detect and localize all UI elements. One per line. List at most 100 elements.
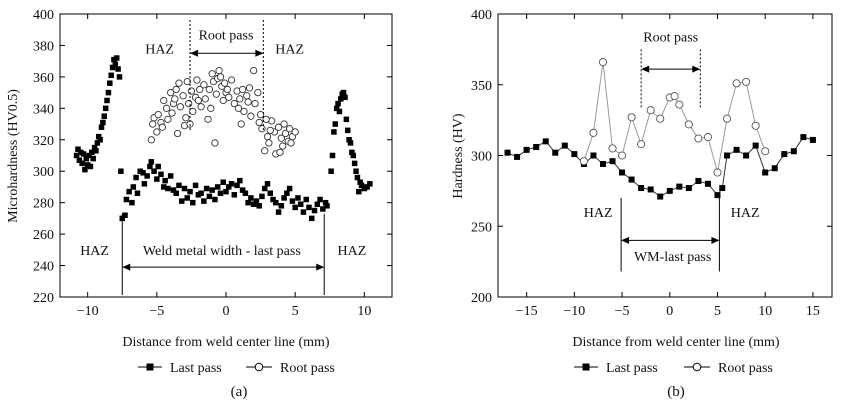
- point-last-pass: [267, 190, 274, 196]
- point-root-pass: [670, 92, 679, 101]
- point-last-pass: [97, 137, 103, 143]
- point-root-pass: [274, 123, 283, 131]
- point-last-pass: [113, 55, 120, 61]
- annotation-bg: [631, 246, 715, 264]
- legend-b-last-pass-marker: [582, 363, 590, 371]
- point-root-pass: [646, 106, 655, 115]
- point-root-pass: [281, 129, 290, 138]
- x-tick-label: 0: [666, 304, 673, 319]
- x-tick-label: 10: [357, 304, 371, 319]
- panel-a-x-axis-title: Distance from weld center line (mm): [122, 335, 330, 350]
- point-last-pass: [292, 204, 298, 211]
- point-last-pass: [328, 168, 334, 174]
- point-last-pass: [248, 195, 254, 201]
- point-root-pass: [751, 121, 760, 130]
- point-last-pass: [201, 198, 207, 204]
- point-last-pass: [102, 105, 109, 112]
- point-root-pass: [266, 126, 274, 134]
- point-last-pass: [704, 180, 711, 187]
- point-root-pass: [154, 110, 162, 119]
- point-last-pass: [195, 192, 202, 198]
- point-root-pass: [713, 168, 722, 177]
- point-root-pass: [171, 95, 179, 103]
- point-last-pass: [129, 199, 135, 206]
- point-last-pass: [264, 181, 271, 187]
- point-last-pass: [300, 209, 307, 215]
- point-last-pass: [137, 168, 143, 174]
- point-last-pass: [309, 215, 315, 222]
- point-last-pass: [93, 148, 99, 154]
- point-root-pass: [220, 79, 229, 87]
- point-last-pass: [342, 94, 348, 101]
- point-last-pass: [94, 140, 101, 146]
- point-last-pass: [357, 179, 363, 185]
- point-last-pass: [278, 203, 285, 209]
- point-last-pass: [762, 169, 769, 176]
- point-root-pass: [227, 76, 236, 84]
- point-root-pass: [182, 114, 190, 122]
- point-root-pass: [167, 88, 175, 97]
- point-root-pass: [207, 104, 215, 112]
- point-root-pass: [176, 103, 185, 111]
- point-last-pass: [147, 163, 153, 170]
- point-last-pass: [320, 206, 326, 212]
- point-root-pass: [196, 85, 204, 94]
- point-root-pass: [675, 100, 684, 109]
- point-last-pass: [148, 159, 155, 165]
- point-last-pass: [523, 146, 530, 153]
- point-last-pass: [275, 209, 282, 215]
- point-last-pass: [116, 74, 123, 80]
- point-last-pass: [75, 146, 81, 152]
- y-tick-label: 400: [33, 8, 54, 23]
- point-last-pass: [561, 142, 568, 149]
- point-root-pass: [225, 93, 233, 101]
- point-last-pass: [714, 192, 721, 199]
- x-tick-label: 5: [292, 304, 299, 319]
- point-root-pass: [237, 120, 245, 128]
- point-last-pass: [245, 199, 251, 206]
- point-last-pass: [105, 89, 112, 96]
- point-last-pass: [78, 149, 84, 156]
- point-root-pass: [230, 99, 238, 108]
- x-tick-label: −10: [77, 304, 99, 319]
- point-last-pass: [184, 195, 191, 201]
- series-line-root-pass: [583, 62, 766, 173]
- point-root-pass: [175, 79, 183, 87]
- point-last-pass: [666, 187, 673, 194]
- x-tick-label: 10: [758, 304, 772, 319]
- point-root-pass: [173, 129, 182, 138]
- panel-a-y-axis-title: Microhardness (HV0.5): [6, 89, 21, 223]
- panel-a-label: (a): [231, 384, 248, 400]
- point-root-pass: [172, 85, 180, 94]
- point-last-pass: [101, 113, 108, 119]
- point-root-pass: [194, 96, 202, 105]
- point-last-pass: [676, 183, 683, 190]
- point-root-pass: [179, 92, 187, 100]
- y-tick-label: 360: [33, 71, 54, 86]
- point-last-pass: [281, 195, 287, 201]
- point-last-pass: [647, 186, 654, 193]
- point-last-pass: [542, 138, 549, 145]
- point-last-pass: [297, 201, 304, 207]
- point-last-pass: [571, 151, 578, 158]
- root-pass-arrow-head-right: [692, 65, 701, 73]
- point-root-pass: [277, 134, 285, 142]
- point-last-pass: [349, 149, 355, 156]
- point-root-pass: [627, 113, 636, 122]
- point-last-pass: [286, 185, 293, 192]
- point-last-pass: [619, 169, 626, 176]
- point-last-pass: [133, 174, 139, 181]
- point-root-pass: [160, 96, 168, 105]
- point-last-pass: [781, 151, 788, 158]
- point-last-pass: [98, 124, 105, 130]
- point-root-pass: [742, 77, 751, 86]
- point-root-pass: [258, 125, 266, 133]
- wm-last-pass-arrow: [621, 236, 720, 244]
- point-last-pass: [609, 158, 616, 165]
- x-tick-label: −15: [516, 304, 538, 319]
- point-last-pass: [289, 198, 296, 204]
- point-last-pass: [733, 146, 740, 153]
- x-tick-label: 5: [714, 304, 721, 319]
- point-last-pass: [112, 61, 119, 68]
